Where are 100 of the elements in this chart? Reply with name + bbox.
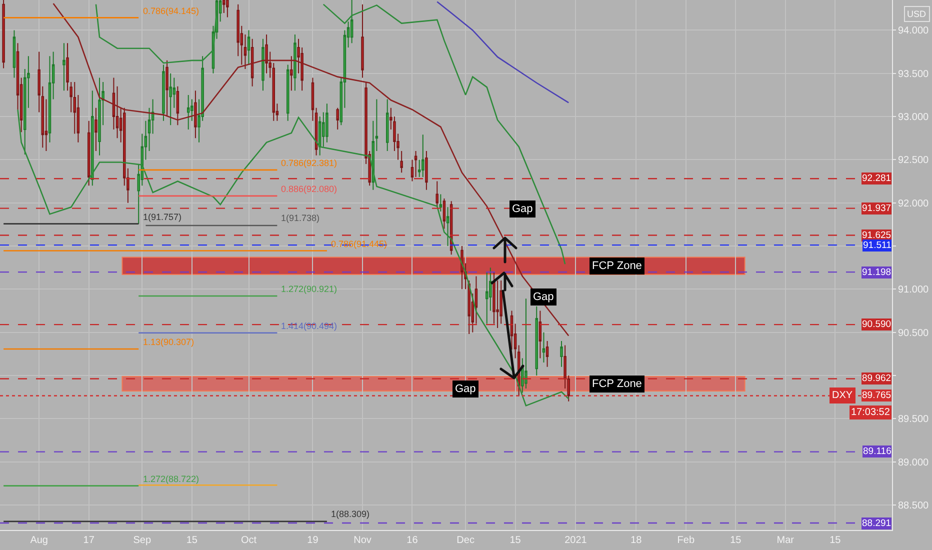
- x-tick-label: Sep: [133, 535, 152, 546]
- candlestick: [326, 103, 328, 143]
- candlestick: [98, 77, 101, 156]
- ref-line-label: 88.291: [862, 518, 892, 529]
- x-tick-label: Feb: [677, 535, 695, 546]
- ref-line-label: 91.625: [862, 230, 892, 241]
- candlestick: [290, 56, 293, 92]
- candlestick: [262, 38, 264, 92]
- y-tick-label: 88.500: [898, 500, 930, 512]
- series-label: 1.13(90.307): [143, 337, 194, 347]
- x-tick-label: Nov: [354, 535, 372, 546]
- x-tick-label: 18: [630, 535, 642, 546]
- band-label: FCP Zone: [592, 260, 642, 272]
- band-label: FCP Zone: [592, 378, 642, 390]
- candlestick: [226, 0, 229, 18]
- candlestick: [176, 86, 180, 126]
- annotation: Gap: [455, 383, 476, 395]
- candlestick: [486, 271, 488, 324]
- series-label: 1.272(90.921): [281, 284, 338, 294]
- series-label: 1(88.309): [331, 509, 370, 519]
- annotation: Gap: [512, 203, 533, 215]
- series-label: 0.786(92.381): [281, 158, 338, 168]
- candlestick: [436, 180, 438, 208]
- x-tick-label: 15: [186, 535, 198, 546]
- x-tick-label: Aug: [30, 535, 48, 546]
- candlestick: [250, 38, 254, 87]
- y-tick-label: 94.000: [898, 26, 930, 37]
- candlestick: [62, 42, 66, 92]
- candlestick: [186, 94, 190, 130]
- ref-line-label: 90.590: [862, 319, 892, 330]
- x-tick-label: 15: [730, 535, 742, 546]
- candlestick: [265, 34, 268, 74]
- ref-line-label: 89.765: [862, 390, 892, 401]
- ref-line-label: 92.281: [862, 173, 892, 184]
- annotation: Gap: [533, 291, 554, 303]
- candlestick: [294, 34, 296, 92]
- candlestick: [2, 0, 5, 69]
- y-tick-label: 93.000: [898, 112, 930, 124]
- annotation: 17:03:52: [851, 407, 890, 418]
- ref-line-label: 89.962: [862, 373, 892, 384]
- x-tick-label: 17: [83, 535, 95, 546]
- series-label: 0.886(92.080): [281, 184, 338, 194]
- candlestick: [87, 120, 90, 186]
- candlestick: [546, 340, 549, 368]
- x-tick-label: 15: [830, 535, 842, 546]
- x-tick-label: 19: [307, 535, 319, 546]
- candlestick: [386, 98, 389, 152]
- line-series: [436, 1, 570, 104]
- series-label: 1(91.757): [143, 212, 182, 222]
- candlestick: [524, 298, 528, 389]
- candlestick: [194, 90, 197, 139]
- candlestick: [169, 72, 172, 126]
- candlestick: [422, 134, 424, 178]
- candlestick: [439, 194, 442, 212]
- x-tick-label: Dec: [456, 535, 474, 546]
- y-tick-label: 92.500: [898, 155, 930, 166]
- candlestick: [311, 77, 314, 122]
- candlestick: [94, 107, 98, 152]
- candlestick: [166, 60, 168, 118]
- line-series: [52, 2, 570, 336]
- y-tick-label: 91.000: [898, 284, 930, 296]
- candlestick: [222, 0, 226, 14]
- line-series: [17, 108, 570, 406]
- candlestick: [425, 150, 428, 190]
- y-tick-label: 89.000: [898, 457, 930, 468]
- candlestick: [48, 56, 52, 143]
- candlestick: [500, 280, 502, 324]
- candlestick: [442, 198, 446, 230]
- candlestick: [12, 30, 16, 78]
- x-tick-label: Oct: [240, 535, 257, 546]
- y-tick-label: 92.000: [898, 198, 930, 210]
- x-tick-label: 2021: [564, 535, 588, 546]
- candlestick: [318, 116, 322, 156]
- x-tick-label: 15: [510, 535, 522, 546]
- candlestick: [247, 30, 250, 66]
- candlestick: [446, 206, 450, 247]
- candlestick: [162, 64, 165, 122]
- y-tick-label: 89.500: [898, 414, 930, 426]
- candlestick: [91, 90, 94, 186]
- candlestick: [350, 0, 354, 44]
- series-label: 1.272(88.722): [143, 474, 200, 484]
- series-label: 1(91.738): [281, 213, 320, 223]
- candlestick: [314, 107, 318, 156]
- ref-line-label: 91.198: [862, 267, 892, 278]
- y-tick-label: 93.500: [898, 68, 930, 80]
- series-label: 0.786(91.445): [331, 239, 388, 249]
- x-tick-label: Mar: [776, 535, 795, 546]
- candlestick: [542, 332, 546, 364]
- ref-line-label: 91.511: [863, 240, 892, 251]
- series-label: 1.414(90.494): [281, 321, 338, 331]
- ref-line-label: 89.116: [863, 446, 892, 457]
- ref-line-label: 91.937: [862, 203, 892, 214]
- candlestick: [286, 64, 290, 122]
- x-tick-label: 16: [406, 535, 418, 546]
- candlestick: [560, 340, 563, 368]
- annotation: DXY: [832, 390, 853, 401]
- candlestick: [535, 306, 538, 376]
- candlestick: [361, 4, 364, 78]
- text: USD: [907, 9, 926, 19]
- y-tick-label: 90.500: [898, 328, 930, 339]
